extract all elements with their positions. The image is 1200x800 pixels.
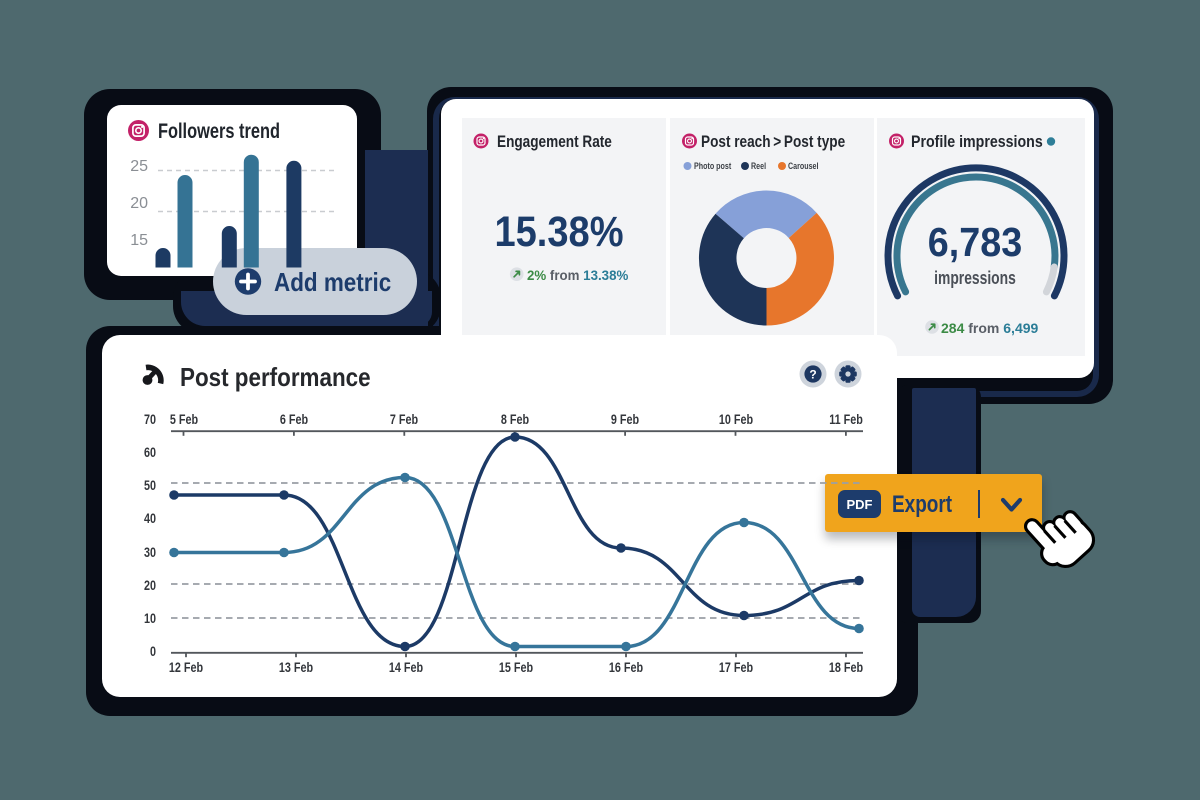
svg-text:?: ? <box>809 368 816 382</box>
